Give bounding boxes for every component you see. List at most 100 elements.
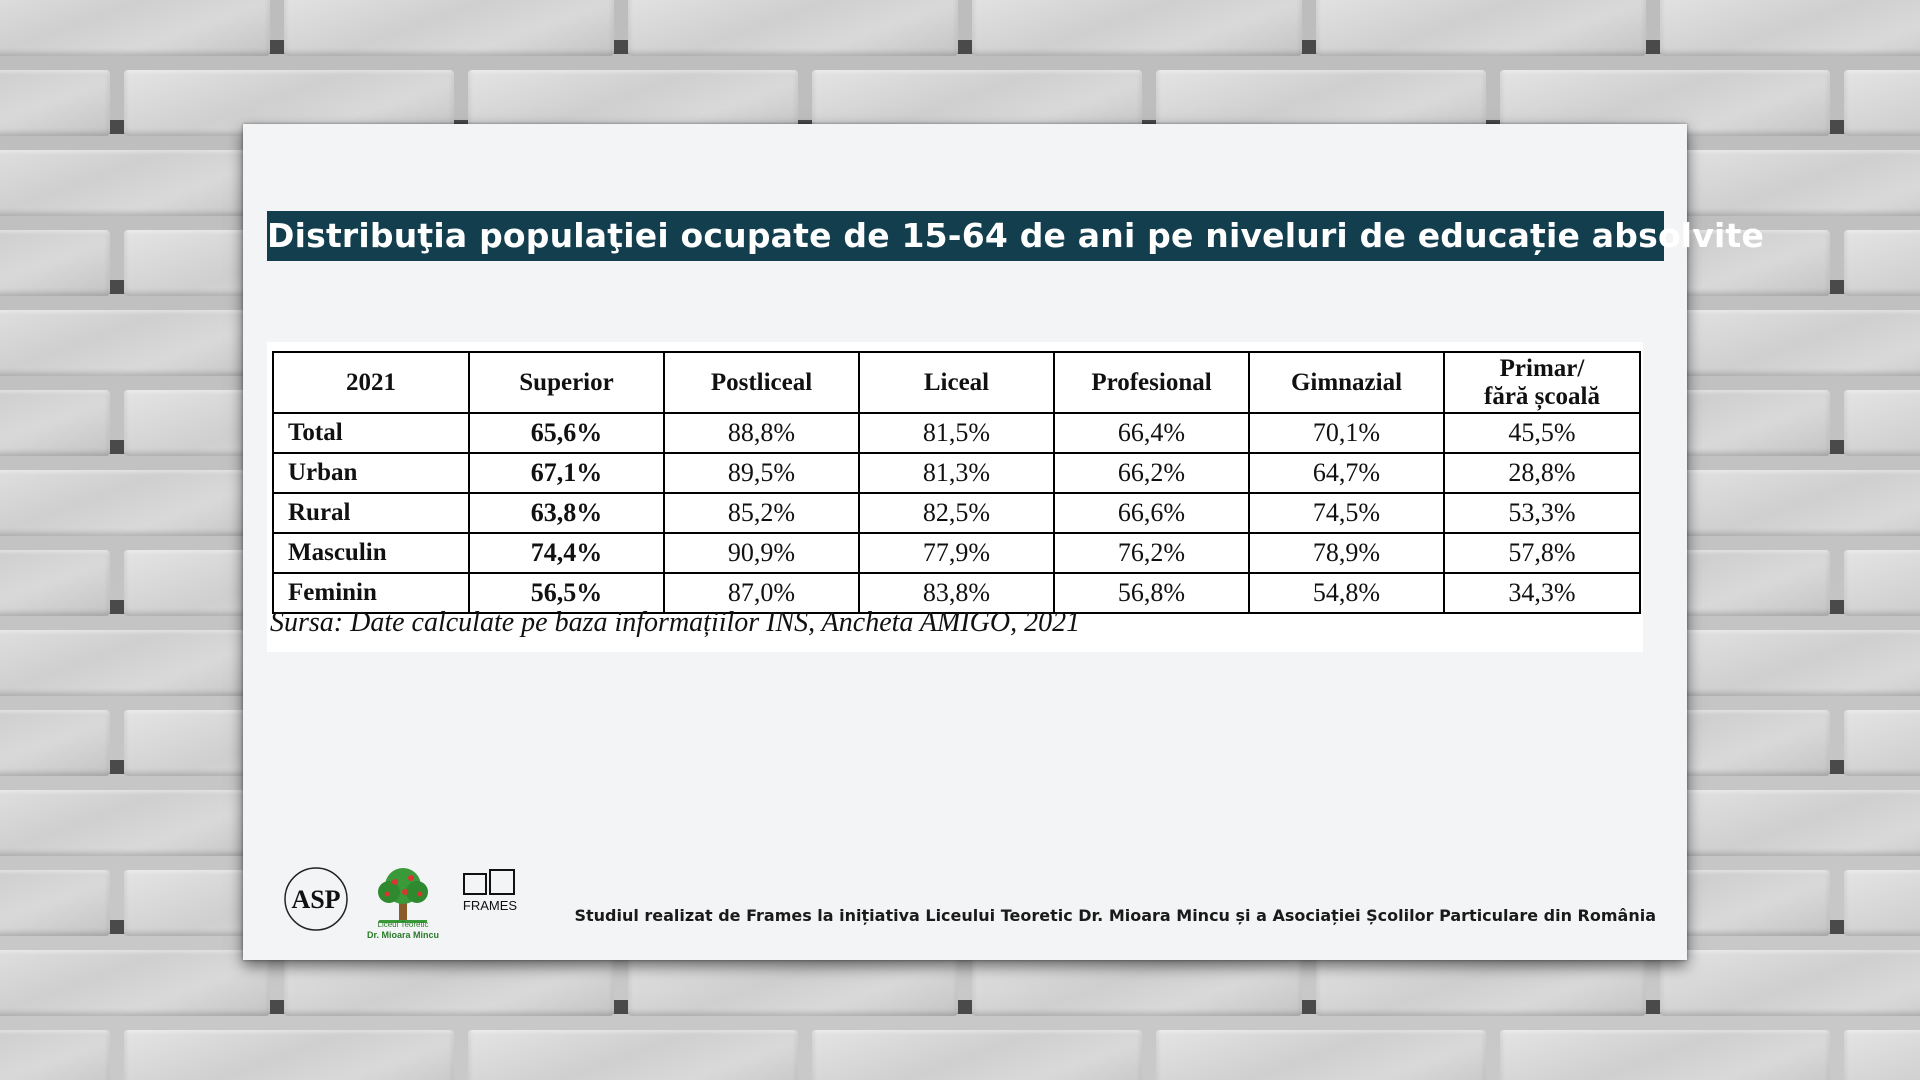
brick — [812, 1030, 1142, 1080]
brick — [0, 790, 270, 856]
brick — [1660, 470, 1920, 536]
brick — [284, 950, 614, 1016]
table-cell: 64,7% — [1248, 452, 1445, 494]
table-cell: 56,8% — [1053, 572, 1250, 614]
brick — [1660, 790, 1920, 856]
table-row: Feminin 56,5% 87,0% 83,8% 56,8% 54,8% 34… — [272, 572, 1641, 614]
brick — [1316, 950, 1646, 1016]
brick — [0, 1030, 110, 1080]
brick — [972, 950, 1302, 1016]
brick — [1660, 310, 1920, 376]
table-cell: 88,8% — [663, 412, 860, 454]
tree-logo-icon — [378, 868, 428, 923]
brick — [972, 0, 1302, 56]
header-profesional: Profesional — [1053, 351, 1250, 414]
brick — [1156, 1030, 1486, 1080]
header-liceal: Liceal — [858, 351, 1055, 414]
brick — [628, 950, 958, 1016]
table-cell: 34,3% — [1443, 572, 1641, 614]
asp-logo-text: ASP — [291, 885, 340, 914]
brick — [1316, 0, 1646, 56]
table-cell: 67,1% — [468, 452, 665, 494]
brick — [628, 0, 958, 56]
row-label: Total — [272, 412, 470, 454]
table-row: Masculin 74,4% 90,9% 77,9% 76,2% 78,9% 5… — [272, 532, 1641, 574]
brick — [1660, 150, 1920, 216]
brick-row — [0, 0, 1920, 56]
table-cell: 56,5% — [468, 572, 665, 614]
table-cell: 74,4% — [468, 532, 665, 574]
brick — [1844, 70, 1920, 136]
table-row: Total 65,6% 88,8% 81,5% 66,4% 70,1% 45,5… — [272, 412, 1641, 454]
brick — [1844, 870, 1920, 936]
logo-strip: ASP Liceul Teoretic Dr. Mioara Mincu FRA… — [283, 856, 523, 940]
brick — [1660, 630, 1920, 696]
brick — [0, 870, 110, 936]
table-cell: 81,5% — [858, 412, 1055, 454]
table-cell: 74,5% — [1248, 492, 1445, 534]
table-row: Urban 67,1% 89,5% 81,3% 66,2% 64,7% 28,8… — [272, 452, 1641, 494]
table-cell: 90,9% — [663, 532, 860, 574]
frames-logo-text: FRAMES — [463, 898, 518, 913]
header-postliceal: Postliceal — [663, 351, 860, 414]
header-year: 2021 — [272, 351, 470, 414]
brick — [0, 230, 110, 296]
brick — [0, 550, 110, 616]
brick — [0, 390, 110, 456]
brick — [1500, 1030, 1830, 1080]
tree-logo-caption: Liceul Teoretic Dr. Mioara Mincu — [363, 920, 443, 940]
brick — [1844, 230, 1920, 296]
source-note: Sursa: Date calculate pe baza informații… — [270, 607, 1081, 638]
brick — [0, 70, 110, 136]
brick — [0, 710, 110, 776]
brick — [0, 950, 270, 1016]
table-image: 2021 Superior Postliceal Liceal Profesio… — [267, 342, 1643, 652]
presentation-board: Distribuţia populaţiei ocupate de 15-64 … — [243, 124, 1764, 960]
brick — [1660, 950, 1920, 1016]
row-label: Rural — [272, 492, 470, 534]
header-superior: Superior — [468, 351, 665, 414]
table-header-row: 2021 Superior Postliceal Liceal Profesio… — [272, 351, 1641, 414]
table-cell: 28,8% — [1443, 452, 1641, 494]
brick — [0, 150, 270, 216]
table-cell: 87,0% — [663, 572, 860, 614]
footer-credit: Studiul realizat de Frames la inițiativa… — [574, 906, 1656, 925]
brick — [0, 0, 270, 56]
row-label: Urban — [272, 452, 470, 494]
table-cell: 81,3% — [858, 452, 1055, 494]
brick — [1844, 390, 1920, 456]
table-cell: 77,9% — [858, 532, 1055, 574]
table-cell: 66,6% — [1053, 492, 1250, 534]
header-primar: Primar/ fără școală — [1443, 351, 1641, 414]
table-cell: 57,8% — [1443, 532, 1641, 574]
brick-row — [0, 950, 1920, 1016]
brick-row — [0, 1030, 1920, 1080]
frames-logo-icon: FRAMES — [463, 869, 518, 913]
brick — [124, 1030, 454, 1080]
tree-logo-line2: Dr. Mioara Mincu — [366, 930, 439, 940]
brick — [468, 1030, 798, 1080]
brick — [1660, 0, 1920, 56]
header-gimnazial: Gimnazial — [1248, 351, 1445, 414]
table-cell: 45,5% — [1443, 412, 1641, 454]
slide-title: Distribuţia populaţiei ocupate de 15-64 … — [267, 211, 1764, 261]
table-cell: 78,9% — [1248, 532, 1445, 574]
row-label: Masculin — [272, 532, 470, 574]
table-cell: 63,8% — [468, 492, 665, 534]
table-cell: 76,2% — [1053, 532, 1250, 574]
brick — [0, 310, 270, 376]
table-cell: 53,3% — [1443, 492, 1641, 534]
table-cell: 66,2% — [1053, 452, 1250, 494]
tree-logo-line1: Liceul Teoretic — [377, 920, 429, 929]
asp-logo-icon: ASP — [284, 867, 348, 931]
table-cell: 89,5% — [663, 452, 860, 494]
brick — [1844, 1030, 1920, 1080]
table-cell: 70,1% — [1248, 412, 1445, 454]
row-label: Feminin — [272, 572, 470, 614]
brick — [284, 0, 614, 56]
header-primar-line2: fără școală — [1484, 382, 1600, 410]
table-cell: 83,8% — [858, 572, 1055, 614]
brick — [1844, 710, 1920, 776]
table-cell: 65,6% — [468, 412, 665, 454]
brick — [1844, 550, 1920, 616]
